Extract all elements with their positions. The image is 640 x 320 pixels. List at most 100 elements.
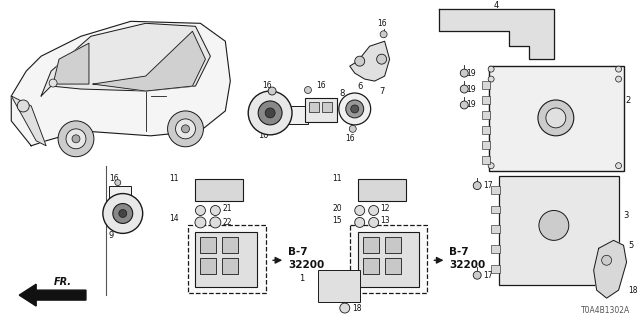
Bar [305, 98, 337, 122]
Bar [189, 225, 266, 293]
Bar [278, 106, 308, 124]
Bar [195, 232, 257, 287]
Circle shape [305, 86, 312, 93]
Circle shape [58, 121, 94, 157]
Text: 19: 19 [467, 100, 476, 109]
Text: 4: 4 [493, 1, 499, 10]
Text: B-7: B-7 [449, 247, 469, 257]
Circle shape [351, 105, 359, 113]
Text: 13: 13 [381, 216, 390, 225]
Circle shape [473, 271, 481, 279]
Text: 10: 10 [258, 131, 269, 140]
Text: 15: 15 [332, 216, 342, 225]
Circle shape [488, 76, 494, 82]
Circle shape [488, 66, 494, 72]
Polygon shape [19, 284, 86, 306]
Text: B-7: B-7 [288, 247, 308, 257]
Text: 16: 16 [345, 134, 355, 143]
Text: 16: 16 [262, 81, 272, 90]
Circle shape [380, 31, 387, 38]
Circle shape [168, 111, 204, 147]
Bar [499, 176, 619, 285]
Bar [385, 237, 401, 253]
Polygon shape [12, 21, 230, 146]
Polygon shape [93, 31, 205, 91]
Bar [491, 245, 500, 253]
Bar [222, 258, 238, 274]
Text: 32200: 32200 [288, 260, 324, 270]
Text: 17: 17 [483, 271, 493, 280]
Bar [109, 186, 131, 213]
Bar [363, 237, 379, 253]
Bar [482, 81, 490, 89]
Bar [309, 102, 319, 112]
Text: 8: 8 [340, 89, 345, 98]
Text: 2: 2 [625, 96, 631, 106]
Bar [358, 179, 406, 201]
Text: 11: 11 [332, 174, 342, 183]
Text: 14: 14 [169, 214, 179, 223]
Circle shape [369, 205, 379, 215]
Bar [491, 225, 500, 233]
Circle shape [175, 119, 195, 139]
Text: 9: 9 [109, 231, 114, 240]
Circle shape [616, 163, 621, 169]
Bar [318, 270, 360, 302]
Polygon shape [440, 9, 554, 59]
Bar [222, 237, 238, 253]
Text: 16: 16 [109, 174, 118, 183]
Text: 22: 22 [222, 218, 232, 227]
Bar [491, 186, 500, 194]
Text: 5: 5 [628, 241, 634, 250]
Circle shape [355, 205, 365, 215]
Text: T0A4B1302A: T0A4B1302A [581, 306, 630, 315]
Bar [363, 258, 379, 274]
Text: 19: 19 [467, 84, 476, 93]
Circle shape [115, 180, 121, 186]
Bar [489, 66, 623, 171]
Circle shape [340, 303, 350, 313]
Circle shape [473, 182, 481, 189]
Circle shape [265, 108, 275, 118]
Circle shape [339, 93, 371, 125]
Text: 16: 16 [378, 19, 387, 28]
Text: 20: 20 [332, 204, 342, 213]
Polygon shape [53, 43, 89, 84]
Text: 18: 18 [628, 286, 638, 295]
Circle shape [460, 85, 468, 93]
Circle shape [17, 100, 29, 112]
Text: 16: 16 [316, 81, 326, 90]
Circle shape [72, 135, 80, 143]
Bar [482, 96, 490, 104]
Bar [350, 225, 428, 293]
Circle shape [538, 100, 574, 136]
Circle shape [546, 108, 566, 128]
Circle shape [602, 255, 612, 265]
Polygon shape [41, 23, 211, 96]
Bar [322, 102, 332, 112]
Circle shape [369, 218, 379, 228]
Circle shape [355, 56, 365, 66]
Text: 11: 11 [169, 174, 179, 183]
Circle shape [182, 125, 189, 133]
Bar [491, 265, 500, 273]
Bar [482, 141, 490, 149]
Circle shape [616, 76, 621, 82]
Circle shape [539, 211, 569, 240]
Circle shape [210, 217, 221, 228]
Circle shape [103, 194, 143, 233]
Polygon shape [350, 41, 390, 81]
Bar [482, 156, 490, 164]
Circle shape [49, 79, 57, 87]
Circle shape [119, 210, 127, 218]
Text: 6: 6 [358, 82, 363, 91]
Circle shape [211, 205, 220, 215]
Bar [195, 179, 243, 201]
Bar [358, 232, 419, 287]
Circle shape [268, 87, 276, 95]
Bar [385, 258, 401, 274]
Circle shape [258, 101, 282, 125]
Text: 18: 18 [352, 304, 361, 313]
Polygon shape [594, 240, 627, 298]
Text: 21: 21 [222, 204, 232, 213]
